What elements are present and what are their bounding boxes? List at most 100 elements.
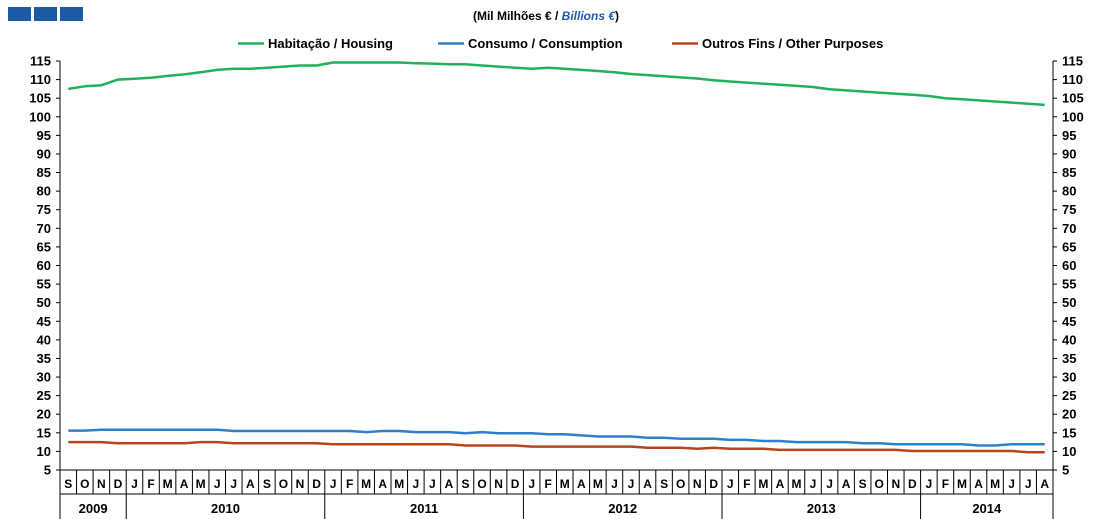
- y-tick-label-left: 115: [30, 54, 51, 69]
- y-tick-label-left: 100: [29, 109, 51, 124]
- logo-block-1: [8, 7, 31, 21]
- legend: Habitação / Housing Consumo / Consumption…: [238, 36, 883, 51]
- y-tick-label-right: 65: [1062, 239, 1076, 254]
- y-tick-label-left: 105: [29, 91, 51, 106]
- x-year-label: 2011: [410, 501, 438, 516]
- x-month-label: J: [611, 477, 618, 491]
- x-month-label: F: [743, 477, 750, 491]
- x-month-label: O: [477, 477, 486, 491]
- x-month-label: S: [263, 477, 271, 491]
- y-tick-label-left: 35: [37, 351, 51, 366]
- x-month-label: N: [494, 477, 503, 491]
- x-month-label: J: [230, 477, 237, 491]
- x-month-label: F: [346, 477, 353, 491]
- y-tick-label-left: 80: [37, 184, 51, 199]
- brand-logo: [8, 7, 83, 21]
- y-tick-label-left: 90: [37, 146, 51, 161]
- x-month-label: D: [709, 477, 718, 491]
- y-tick-label-left: 75: [37, 202, 51, 217]
- subtitle-close: ): [615, 9, 619, 23]
- x-month-label: N: [296, 477, 305, 491]
- x-month-label: M: [957, 477, 967, 491]
- y-tick-label-left: 20: [37, 407, 51, 422]
- x-year-label: 2013: [807, 501, 836, 516]
- x-month-label: S: [64, 477, 72, 491]
- x-month-label: M: [990, 477, 1000, 491]
- x-month-label: F: [545, 477, 552, 491]
- subtitle-pt: (Mil Milhões € /: [473, 9, 562, 23]
- x-month-label: O: [279, 477, 288, 491]
- x-month-label: J: [131, 477, 138, 491]
- x-month-label: J: [330, 477, 337, 491]
- x-month-label: O: [875, 477, 884, 491]
- x-month-label: M: [394, 477, 404, 491]
- y-tick-label-right: 25: [1062, 388, 1076, 403]
- y-tick-label-right: 15: [1062, 425, 1076, 440]
- y-tick-label-right: 55: [1062, 277, 1076, 292]
- y-tick-label-left: 45: [37, 314, 51, 329]
- y-tick-label-right: 80: [1062, 184, 1076, 199]
- y-tick-label-right: 85: [1062, 165, 1076, 180]
- y-tick-label-left: 30: [37, 370, 51, 385]
- x-month-label: D: [908, 477, 917, 491]
- x-month-label: J: [528, 477, 535, 491]
- legend-label-0: Habitação / Housing: [268, 36, 393, 51]
- x-month-label: M: [196, 477, 206, 491]
- x-month-label: J: [926, 477, 933, 491]
- legend-label-1: Consumo / Consumption: [468, 36, 623, 51]
- x-month-label: J: [628, 477, 635, 491]
- x-month-label: J: [727, 477, 734, 491]
- y-tick-label-right: 110: [1062, 72, 1083, 87]
- x-month-label: A: [577, 477, 586, 491]
- y-tick-label-right: 115: [1062, 54, 1083, 69]
- y-tick-label-right: 45: [1062, 314, 1076, 329]
- y-tick-label-left: 40: [37, 332, 51, 347]
- x-month-label: M: [560, 477, 570, 491]
- x-month-label: J: [429, 477, 436, 491]
- y-tick-label-right: 75: [1062, 202, 1076, 217]
- x-month-label: S: [660, 477, 668, 491]
- logo-block-2: [34, 7, 57, 21]
- x-year-label: 2010: [211, 501, 240, 516]
- y-tick-label-right: 70: [1062, 221, 1076, 236]
- x-month-label: N: [693, 477, 702, 491]
- y-tick-label-right: 35: [1062, 351, 1076, 366]
- y-tick-label-right: 105: [1062, 91, 1084, 106]
- x-month-label: D: [114, 477, 123, 491]
- y-tick-label-left: 55: [37, 277, 51, 292]
- x-month-label: M: [361, 477, 371, 491]
- x-month-label: F: [942, 477, 949, 491]
- legend-label-2: Outros Fins / Other Purposes: [702, 36, 883, 51]
- y-tick-label-left: 10: [37, 444, 51, 459]
- x-month-label: A: [180, 477, 189, 491]
- y-tick-label-right: 95: [1062, 128, 1076, 143]
- x-month-label: A: [643, 477, 652, 491]
- x-month-label: M: [593, 477, 603, 491]
- x-month-label: J: [1025, 477, 1032, 491]
- y-tick-label-left: 50: [37, 295, 51, 310]
- y-tick-label-right: 40: [1062, 332, 1076, 347]
- y-tick-label-left: 15: [37, 425, 51, 440]
- x-month-label: J: [214, 477, 221, 491]
- x-year-label: 2012: [608, 501, 637, 516]
- y-tick-label-right: 30: [1062, 370, 1076, 385]
- y-tick-label-left: 70: [37, 221, 51, 236]
- y-tick-label-left: 110: [30, 72, 51, 87]
- logo-block-3: [60, 7, 83, 21]
- x-month-label: M: [791, 477, 801, 491]
- x-month-label: F: [147, 477, 154, 491]
- y-tick-label-right: 50: [1062, 295, 1076, 310]
- x-month-label: A: [1040, 477, 1049, 491]
- x-month-label: A: [974, 477, 983, 491]
- x-month-label: J: [826, 477, 833, 491]
- series-line-1: [68, 428, 1045, 447]
- x-month-label: J: [412, 477, 419, 491]
- y-tick-label-right: 5: [1062, 463, 1069, 478]
- x-month-label: N: [97, 477, 106, 491]
- x-month-label: O: [80, 477, 89, 491]
- x-month-label: D: [511, 477, 520, 491]
- y-tick-label-left: 60: [37, 258, 51, 273]
- y-tick-label-right: 20: [1062, 407, 1076, 422]
